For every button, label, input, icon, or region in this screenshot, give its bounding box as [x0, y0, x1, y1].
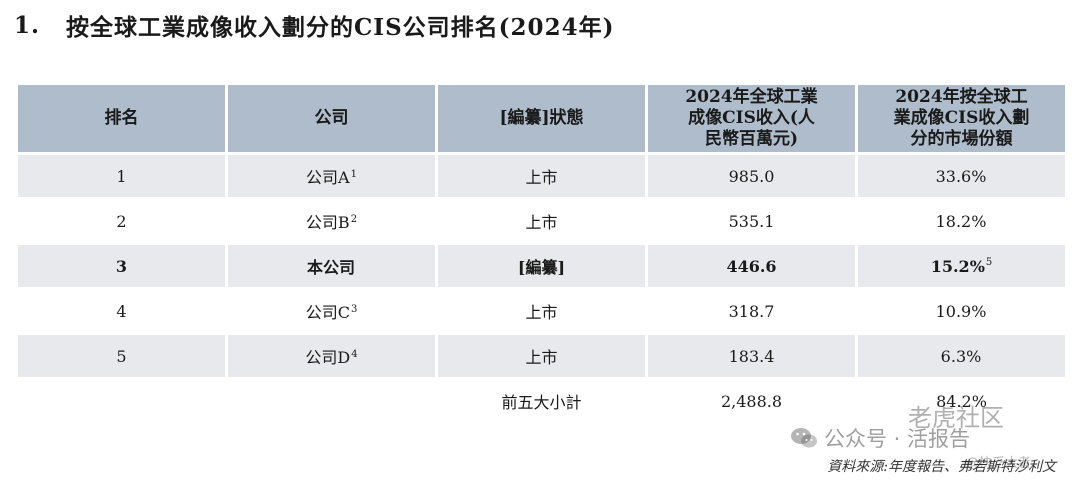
- company-cell: 公司D4: [228, 335, 435, 377]
- table-row: 3 本公司 [編纂] 446.6 15.2%5: [18, 245, 1065, 287]
- table-row: 5 公司D4 上市 183.4 6.3%: [18, 335, 1065, 377]
- share-cell: 33.6%: [858, 155, 1065, 197]
- ranking-table: 排名 公司 [編纂]狀態 2024年全球工業成像CIS收入(人民幣百萬元) 20…: [15, 82, 1068, 425]
- revenue-cell: 183.4: [648, 335, 855, 377]
- rank-cell: 1: [18, 155, 225, 197]
- header-revenue: 2024年全球工業成像CIS收入(人民幣百萬元): [648, 85, 855, 152]
- watermark-wechat: 公众号 · 活报告: [790, 423, 970, 453]
- share-cell: 10.9%: [858, 290, 1065, 332]
- source-note: 資料來源:年度報告、弗若斯特沙利文: [827, 456, 1056, 476]
- table-row: 4 公司C3 上市 318.7 10.9%: [18, 290, 1065, 332]
- section-number: 1.: [14, 12, 66, 39]
- section-heading: 1. 按全球工業成像收入劃分的CIS公司排名(2024年): [14, 8, 614, 42]
- table-header-row: 排名 公司 [編纂]狀態 2024年全球工業成像CIS收入(人民幣百萬元) 20…: [18, 85, 1065, 152]
- company-cell: 公司B2: [228, 200, 435, 242]
- rank-cell: 2: [18, 200, 225, 242]
- header-share: 2024年按全球工業成像CIS收入劃分的市場份額: [858, 85, 1065, 152]
- rank-cell: [18, 380, 225, 422]
- wechat-icon: [790, 426, 818, 450]
- footnote-ref: 5: [986, 257, 992, 268]
- status-cell: 上市: [438, 335, 645, 377]
- subtotal-label: 前五大小計: [438, 380, 645, 422]
- table-row: 2 公司B2 上市 535.1 18.2%: [18, 200, 1065, 242]
- header-company: 公司: [228, 85, 435, 152]
- status-cell: 上市: [438, 155, 645, 197]
- status-cell: 上市: [438, 290, 645, 332]
- share-cell: 15.2%5: [858, 245, 1065, 287]
- share-cell: 18.2%: [858, 200, 1065, 242]
- company-cell: [228, 380, 435, 422]
- rank-cell: 5: [18, 335, 225, 377]
- revenue-cell: 446.6: [648, 245, 855, 287]
- rank-cell: 3: [18, 245, 225, 287]
- rank-cell: 4: [18, 290, 225, 332]
- header-status: [編纂]狀態: [438, 85, 645, 152]
- status-cell: [編纂]: [438, 245, 645, 287]
- share-cell: 6.3%: [858, 335, 1065, 377]
- footnote-ref: 2: [351, 214, 357, 225]
- status-cell: 上市: [438, 200, 645, 242]
- footnote-ref: 1: [351, 169, 357, 180]
- company-cell: 公司C3: [228, 290, 435, 332]
- revenue-cell: 985.0: [648, 155, 855, 197]
- revenue-cell: 535.1: [648, 200, 855, 242]
- subtotal-revenue: 2,488.8: [648, 380, 855, 422]
- footnote-ref: 3: [351, 304, 357, 315]
- section-title: 按全球工業成像收入劃分的CIS公司排名(2024年): [66, 8, 614, 42]
- table-row: 1 公司A1 上市 985.0 33.6%: [18, 155, 1065, 197]
- watermark-wechat-text: 公众号 · 活报告: [824, 423, 970, 453]
- company-cell: 公司A1: [228, 155, 435, 197]
- header-rank: 排名: [18, 85, 225, 152]
- revenue-cell: 318.7: [648, 290, 855, 332]
- company-cell: 本公司: [228, 245, 435, 287]
- footnote-ref: 4: [351, 349, 357, 360]
